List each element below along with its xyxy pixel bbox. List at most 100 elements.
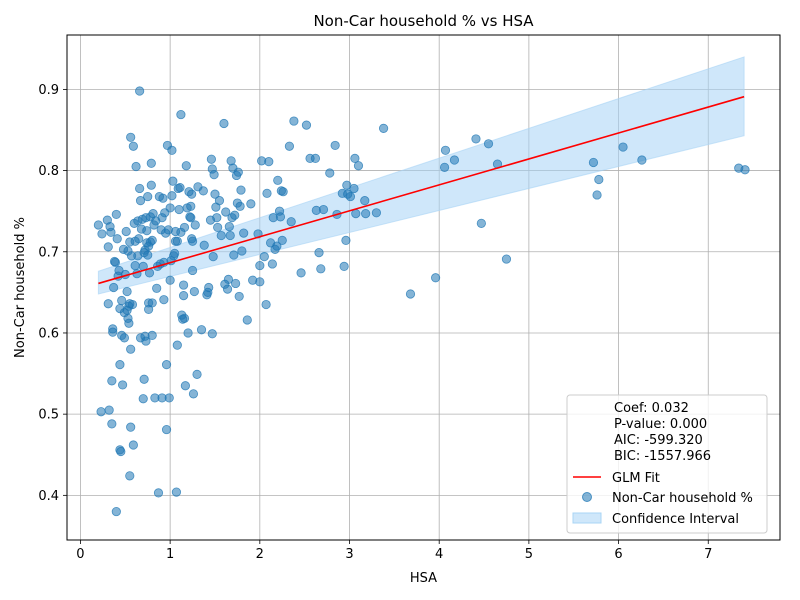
scatter-point: [208, 252, 218, 262]
scatter-point: [139, 374, 149, 384]
fit-line-segment: [98, 95, 745, 285]
scatter-point: [188, 389, 199, 399]
y-tick-label: 0.9: [38, 83, 59, 98]
scatter-point: [111, 209, 121, 220]
scatter-point: [405, 289, 416, 299]
scatter-point: [138, 394, 148, 404]
scatter-point: [126, 344, 136, 354]
scatter-point: [471, 134, 481, 144]
scatter-point: [588, 157, 599, 168]
glm-fit-line: [98, 95, 745, 285]
scatter-point: [339, 261, 349, 271]
chart-title: Non-Car household % vs HSA: [313, 12, 534, 30]
scatter-point: [147, 330, 157, 341]
scatter-point: [239, 228, 249, 238]
scatter-point: [118, 380, 128, 390]
scatter-point: [122, 286, 132, 297]
scatter-point: [134, 234, 144, 244]
scatter-point: [259, 252, 269, 262]
scatter-point: [594, 174, 604, 185]
scatter-point: [262, 188, 272, 198]
scatter-point: [231, 278, 241, 289]
legend-label-points: Non-Car household %: [612, 491, 753, 506]
scatter-point: [117, 295, 127, 306]
y-tick-label: 0.7: [38, 245, 59, 260]
scatter-point: [190, 220, 200, 230]
x-axis-label: HSA: [410, 571, 437, 586]
scatter-point: [170, 248, 180, 259]
scatter-point: [106, 227, 116, 237]
scatter-point: [128, 141, 138, 151]
scatter-point: [161, 424, 172, 435]
scatter-point: [172, 236, 182, 246]
scatter-point: [131, 161, 141, 172]
scatter-point: [103, 242, 113, 252]
scatter-point: [284, 141, 295, 151]
scatter-point: [740, 165, 750, 175]
scatter-point: [449, 155, 460, 165]
scatter-point: [196, 325, 207, 335]
scatter-point: [152, 283, 162, 293]
x-axis-ticks: 0 1 2 3 4 5 6 7: [76, 540, 712, 562]
scatter-point: [161, 360, 172, 370]
scatter-point: [236, 185, 246, 195]
scatter-point: [275, 212, 286, 222]
scatter-point: [361, 209, 371, 219]
scatter-point: [164, 393, 174, 403]
scatter-point: [103, 299, 113, 309]
scatter-point: [107, 376, 117, 386]
scatter-point: [178, 280, 189, 290]
scatter-point: [440, 145, 451, 155]
scatter-points: [93, 86, 750, 517]
legend-stat-coef: Coef: 0.032: [614, 401, 689, 416]
scatter-point: [119, 333, 129, 343]
scatter-point: [143, 191, 153, 202]
scatter-point: [592, 190, 602, 200]
scatter-point: [310, 153, 321, 164]
scatter-point: [96, 407, 106, 417]
scatter-point: [115, 360, 125, 370]
scatter-point: [147, 298, 157, 308]
scatter-point: [206, 154, 216, 164]
scatter-point: [272, 241, 282, 251]
legend-swatch-confidence: [572, 512, 602, 524]
scatter-point: [165, 275, 175, 285]
scatter-point: [278, 187, 288, 197]
x-tick-label: 6: [614, 547, 622, 562]
scatter-point: [501, 254, 512, 264]
scatter-point: [341, 235, 351, 246]
scatter-point: [235, 201, 245, 211]
scatter-point: [168, 176, 178, 186]
legend-stat-aic: AIC: -599.320: [614, 433, 703, 448]
scatter-point: [159, 295, 169, 305]
scatter-point: [286, 217, 296, 227]
scatter-point: [187, 265, 198, 276]
scatter-point: [267, 259, 277, 269]
scatter-point: [255, 277, 265, 287]
scatter-point: [116, 446, 126, 457]
scatter-point: [146, 180, 156, 190]
x-tick-label: 0: [76, 547, 84, 562]
scatter-point: [187, 236, 198, 246]
scatter-point: [111, 506, 121, 517]
x-tick-label: 7: [704, 547, 712, 562]
scatter-point: [192, 369, 202, 379]
scatter-point: [172, 340, 182, 350]
scatter-point: [109, 282, 119, 293]
scatter-point: [186, 201, 196, 211]
scatter-point: [273, 175, 283, 185]
scatter-point: [181, 161, 191, 171]
scatter-point: [255, 260, 265, 271]
scatter-point: [371, 208, 382, 218]
scatter-point: [229, 250, 239, 260]
scatter-point: [325, 168, 335, 178]
scatter-point: [199, 240, 209, 250]
scatter-point: [210, 189, 220, 199]
x-tick-label: 5: [525, 547, 533, 562]
scatter-point: [112, 234, 122, 244]
scatter-point: [221, 207, 231, 217]
scatter-point: [207, 329, 217, 339]
y-tick-label: 0.4: [38, 489, 59, 504]
scatter-point: [104, 405, 114, 415]
y-tick-label: 0.5: [38, 408, 59, 423]
